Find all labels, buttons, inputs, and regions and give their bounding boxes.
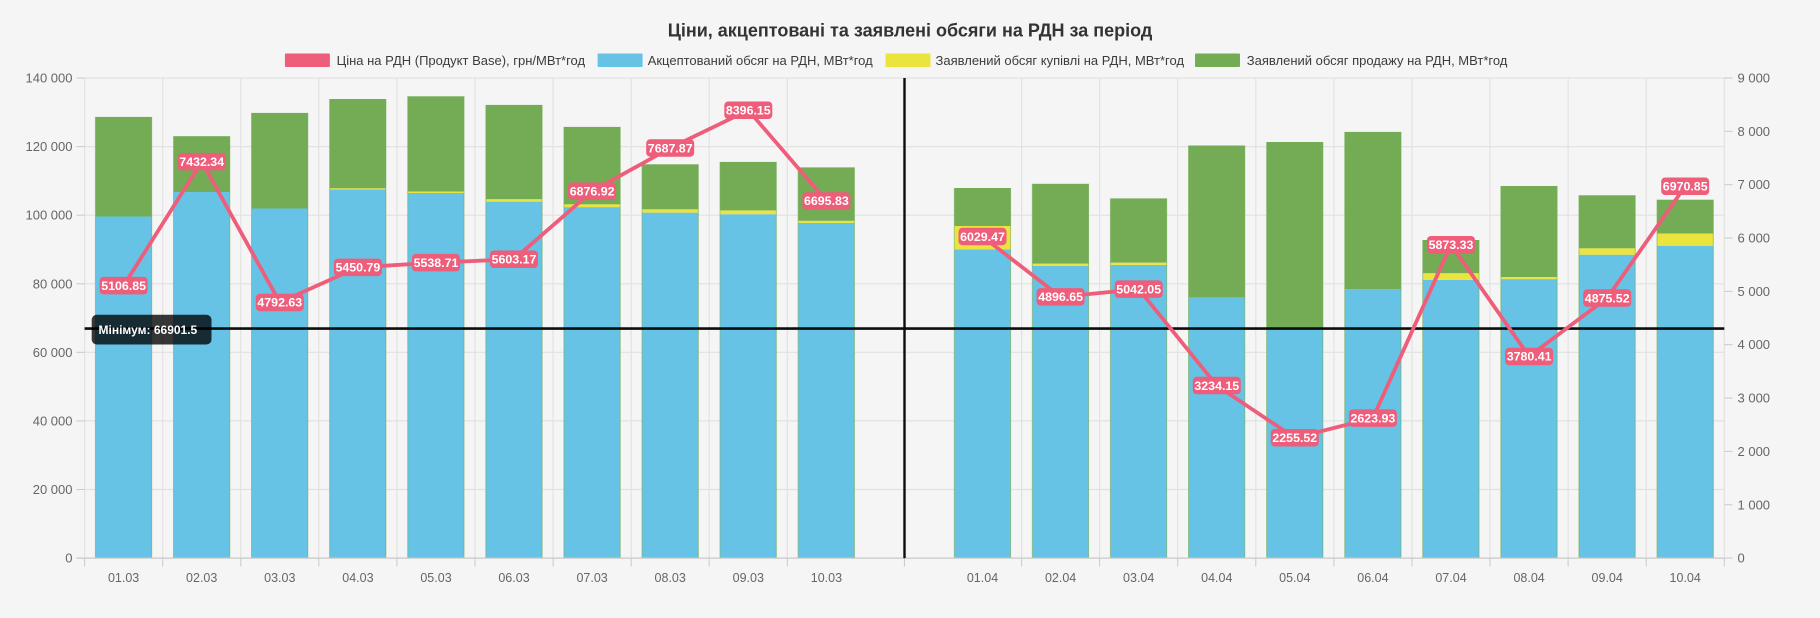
svg-text:10.04: 10.04 xyxy=(1670,571,1701,585)
svg-text:0: 0 xyxy=(1738,551,1745,566)
svg-text:140 000: 140 000 xyxy=(26,71,73,86)
svg-text:Ціна на РДН (Продукт Base), гр: Ціна на РДН (Продукт Base), грн/МВт*год xyxy=(337,53,586,68)
svg-text:4896.65: 4896.65 xyxy=(1038,290,1083,304)
svg-text:0: 0 xyxy=(65,551,72,566)
svg-text:04.04: 04.04 xyxy=(1201,571,1232,585)
svg-text:6876.92: 6876.92 xyxy=(570,185,615,199)
svg-text:6695.83: 6695.83 xyxy=(804,194,849,208)
svg-text:07.04: 07.04 xyxy=(1435,571,1466,585)
svg-text:Заявлений обсяг купівлі на РДН: Заявлений обсяг купівлі на РДН, МВт*год xyxy=(936,53,1185,68)
svg-text:5873.33: 5873.33 xyxy=(1429,238,1474,252)
svg-text:10.03: 10.03 xyxy=(811,571,842,585)
svg-text:09.03: 09.03 xyxy=(733,571,764,585)
svg-text:120 000: 120 000 xyxy=(26,139,73,154)
svg-text:7 000: 7 000 xyxy=(1738,177,1771,192)
svg-text:5538.71: 5538.71 xyxy=(414,256,459,270)
svg-text:20 000: 20 000 xyxy=(33,482,73,497)
svg-text:Мінімум: 66901.5: Мінімум: 66901.5 xyxy=(99,323,198,337)
svg-text:60 000: 60 000 xyxy=(33,345,73,360)
svg-text:6029.47: 6029.47 xyxy=(960,230,1005,244)
svg-text:06.04: 06.04 xyxy=(1357,571,1388,585)
svg-text:Акцептований обсяг на РДН, МВт: Акцептований обсяг на РДН, МВт*год xyxy=(648,53,873,68)
svg-text:Ціни, акцептовані та заявлені: Ціни, акцептовані та заявлені обсяги на … xyxy=(668,21,1153,41)
svg-text:03.04: 03.04 xyxy=(1123,571,1154,585)
svg-text:4875.52: 4875.52 xyxy=(1585,291,1630,305)
svg-text:2255.52: 2255.52 xyxy=(1272,431,1317,445)
svg-text:02.04: 02.04 xyxy=(1045,571,1076,585)
svg-text:2 000: 2 000 xyxy=(1738,444,1771,459)
svg-text:6970.85: 6970.85 xyxy=(1663,180,1708,194)
svg-text:80 000: 80 000 xyxy=(33,276,73,291)
svg-text:40 000: 40 000 xyxy=(33,413,73,428)
svg-text:09.04: 09.04 xyxy=(1592,571,1623,585)
svg-text:07.03: 07.03 xyxy=(576,571,607,585)
svg-text:9 000: 9 000 xyxy=(1738,71,1771,86)
svg-text:100 000: 100 000 xyxy=(26,208,73,223)
svg-text:01.04: 01.04 xyxy=(967,571,998,585)
svg-text:01.03: 01.03 xyxy=(108,571,139,585)
svg-text:5 000: 5 000 xyxy=(1738,284,1771,299)
svg-text:05.04: 05.04 xyxy=(1279,571,1310,585)
svg-text:2623.93: 2623.93 xyxy=(1351,411,1396,425)
svg-text:3780.41: 3780.41 xyxy=(1507,350,1552,364)
svg-text:03.03: 03.03 xyxy=(264,571,295,585)
svg-text:05.03: 05.03 xyxy=(420,571,451,585)
svg-text:08.03: 08.03 xyxy=(655,571,686,585)
svg-text:5603.17: 5603.17 xyxy=(492,253,537,267)
svg-text:7432.34: 7432.34 xyxy=(179,155,224,169)
svg-text:06.03: 06.03 xyxy=(498,571,529,585)
svg-text:8 000: 8 000 xyxy=(1738,124,1771,139)
svg-text:3 000: 3 000 xyxy=(1738,391,1771,406)
svg-text:1 000: 1 000 xyxy=(1738,497,1771,512)
svg-text:02.03: 02.03 xyxy=(186,571,217,585)
svg-text:6 000: 6 000 xyxy=(1738,231,1771,246)
svg-text:4792.63: 4792.63 xyxy=(257,296,302,310)
svg-text:3234.15: 3234.15 xyxy=(1194,379,1239,393)
svg-text:5450.79: 5450.79 xyxy=(336,261,381,275)
svg-text:04.03: 04.03 xyxy=(342,571,373,585)
svg-text:5106.85: 5106.85 xyxy=(101,279,146,293)
svg-text:4 000: 4 000 xyxy=(1738,337,1771,352)
svg-text:Заявлений обсяг продажу на РДН: Заявлений обсяг продажу на РДН, МВт*год xyxy=(1247,53,1508,68)
svg-text:5042.05: 5042.05 xyxy=(1116,282,1161,296)
svg-text:8396.15: 8396.15 xyxy=(726,104,771,118)
svg-text:7687.87: 7687.87 xyxy=(648,141,693,155)
svg-text:08.04: 08.04 xyxy=(1513,571,1544,585)
